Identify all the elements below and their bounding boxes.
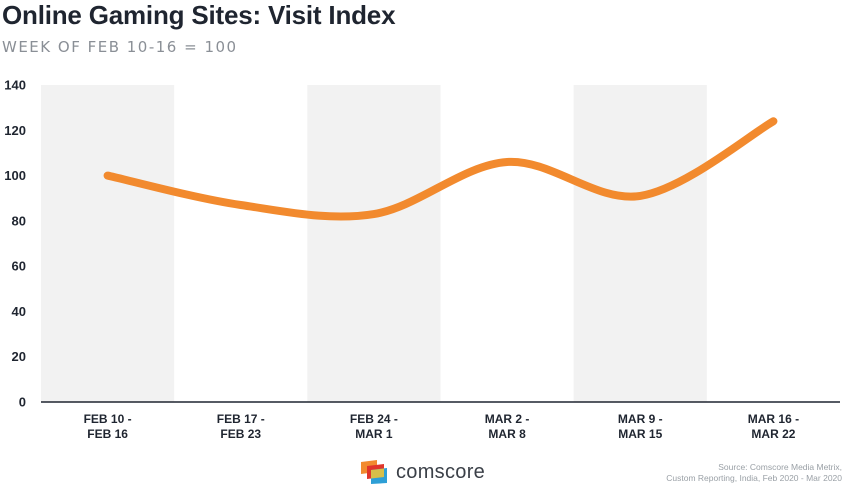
x-tick-label: MAR 2 -MAR 8 [485, 412, 530, 441]
source-note: Source: Comscore Media Metrix, Custom Re… [602, 462, 842, 484]
background-bands [41, 85, 707, 402]
y-tick-label: 120 [4, 123, 26, 138]
y-tick-label: 140 [4, 78, 26, 93]
background-band [573, 85, 707, 402]
background-band [41, 85, 175, 402]
x-axis-ticks: FEB 10 -FEB 16 FEB 17 -FEB 23 FEB 24 -MAR … [84, 412, 800, 441]
source-line-2: Custom Reporting, India, Feb 2020 - Mar … [666, 473, 842, 483]
y-tick-label: 0 [19, 395, 26, 410]
chart-title: Online Gaming Sites: Visit Index [2, 0, 396, 30]
x-tick-label: FEB 24 -MAR 1 [350, 412, 398, 441]
series-group [103, 117, 778, 221]
y-tick-label: 40 [12, 304, 26, 319]
comscore-logo-icon [361, 460, 387, 484]
y-tick-label: 60 [12, 259, 26, 274]
y-axis-ticks: 0 20 40 60 80 100 120 140 [4, 78, 26, 410]
x-tick-label: MAR 16 -MAR 22 [748, 412, 799, 441]
source-line-1: Source: Comscore Media Metrix, [718, 462, 842, 472]
x-tick-label: FEB 17 -FEB 23 [217, 412, 265, 441]
series-line [103, 117, 778, 221]
y-tick-label: 100 [4, 168, 26, 183]
comscore-logo: comscore [360, 459, 485, 485]
comscore-logo-text: comscore [396, 460, 486, 483]
background-band [307, 85, 441, 402]
x-tick-label: FEB 10 -FEB 16 [84, 412, 132, 441]
y-tick-label: 20 [12, 349, 26, 364]
y-tick-label: 80 [12, 213, 26, 228]
x-tick-label: MAR 9 -MAR 15 [618, 412, 663, 441]
chart-subtitle: WEEK OF FEB 10-16 = 100 [2, 38, 238, 56]
